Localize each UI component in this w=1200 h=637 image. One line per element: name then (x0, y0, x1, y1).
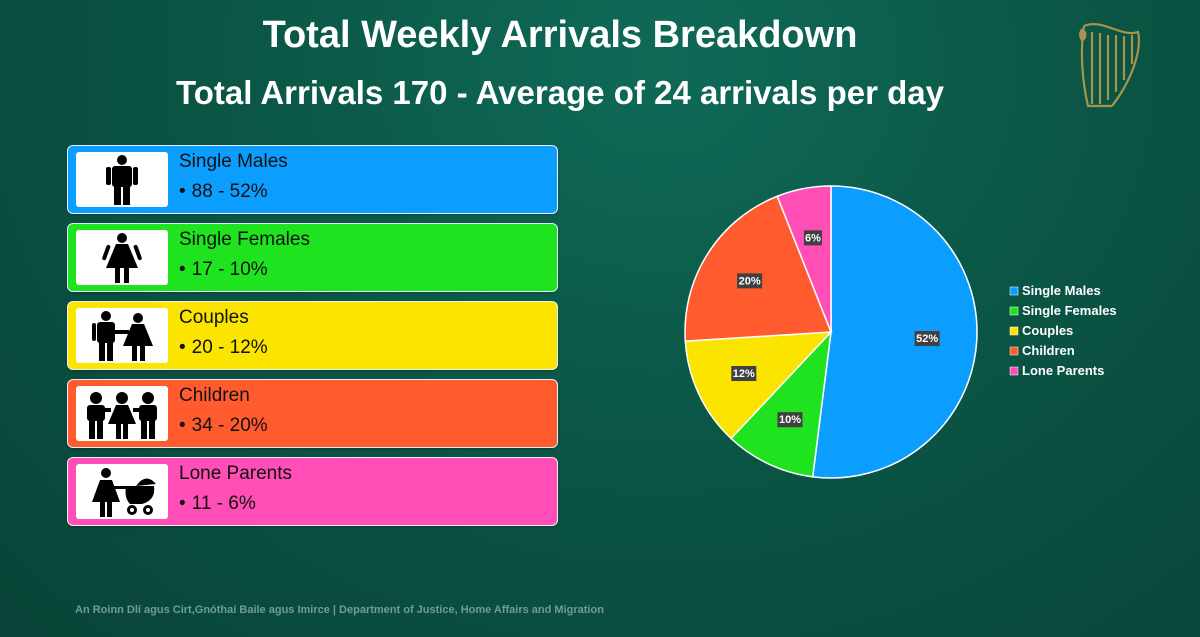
svg-text:12%: 12% (733, 368, 755, 380)
footer-text: An Roinn Dlí agus Cirt,Gnóthaí Baile agu… (75, 604, 604, 616)
children-icon (87, 392, 157, 439)
legend-label-children: Children (1022, 343, 1075, 358)
page-subtitle: Total Arrivals 170 - Average of 24 arriv… (176, 74, 944, 111)
pie-slice-single-males (811, 185, 978, 479)
legend-label-couples: Couples (1022, 323, 1073, 338)
category-cards: Single Males • 88 - 52% Single Females • 1… (67, 145, 558, 535)
card-couples: Couples • 20 - 12% (67, 301, 558, 370)
card-label: Children (179, 385, 250, 406)
data-label-single-males: 52% (914, 331, 940, 347)
pie-slice-lone-parents (776, 185, 832, 333)
lone-parent-icon (92, 468, 156, 517)
card-value: 17 - 10% (191, 259, 268, 280)
legend-swatch-lone-parents (1009, 366, 1019, 376)
svg-text:10%: 10% (779, 414, 801, 426)
card-single-males: Single Males • 88 - 52% (67, 145, 558, 214)
data-label-children: 20% (737, 273, 763, 289)
legend-swatch-single-males (1009, 286, 1019, 296)
card-children: Children • 34 - 20% (67, 379, 558, 448)
svg-text:52%: 52% (916, 333, 938, 345)
card-label: Single Males (179, 151, 288, 172)
data-label-single-females: 10% (777, 412, 803, 428)
legend-swatch-single-females (1009, 306, 1019, 316)
data-label-lone-parents: 6% (803, 230, 822, 246)
pie-slice-couples (684, 331, 833, 440)
single-male-icon (106, 155, 138, 205)
card-value: 20 - 12% (191, 337, 268, 358)
couple-icon (92, 311, 153, 361)
svg-text:6%: 6% (805, 232, 821, 244)
page-title: Total Weekly Arrivals Breakdown (262, 14, 858, 56)
card-label: Couples (179, 307, 249, 328)
legend-label-lone-parents: Lone Parents (1022, 363, 1104, 378)
data-label-couples: 12% (731, 366, 757, 382)
card-value: 88 - 52% (191, 181, 268, 202)
single-female-icon (102, 233, 142, 283)
harp-emblem-icon (1079, 23, 1140, 108)
legend-label-single-females: Single Females (1022, 303, 1117, 318)
pie-slice-single-females (729, 329, 833, 478)
card-value: 11 - 6% (191, 493, 256, 514)
legend-swatch-children (1009, 346, 1019, 356)
card-single-females: Single Females • 17 - 10% (67, 223, 558, 292)
card-lone-parents: Lone Parents • 11 - 6% (67, 457, 558, 526)
legend-swatch-couples (1009, 326, 1019, 336)
svg-text:20%: 20% (739, 275, 761, 287)
card-value: 34 - 20% (191, 415, 268, 436)
legend-label-single-males: Single Males (1022, 283, 1101, 298)
pie-chart: 52% 10% 12% 20% 6% Single Males Single Females… (660, 170, 1160, 500)
card-label: Single Females (179, 229, 310, 250)
card-label: Lone Parents (179, 463, 293, 484)
pie-chart-svg: 52% 10% 12% 20% 6% Single Males Single Females… (684, 185, 1117, 479)
pie-slice-children (684, 195, 833, 342)
